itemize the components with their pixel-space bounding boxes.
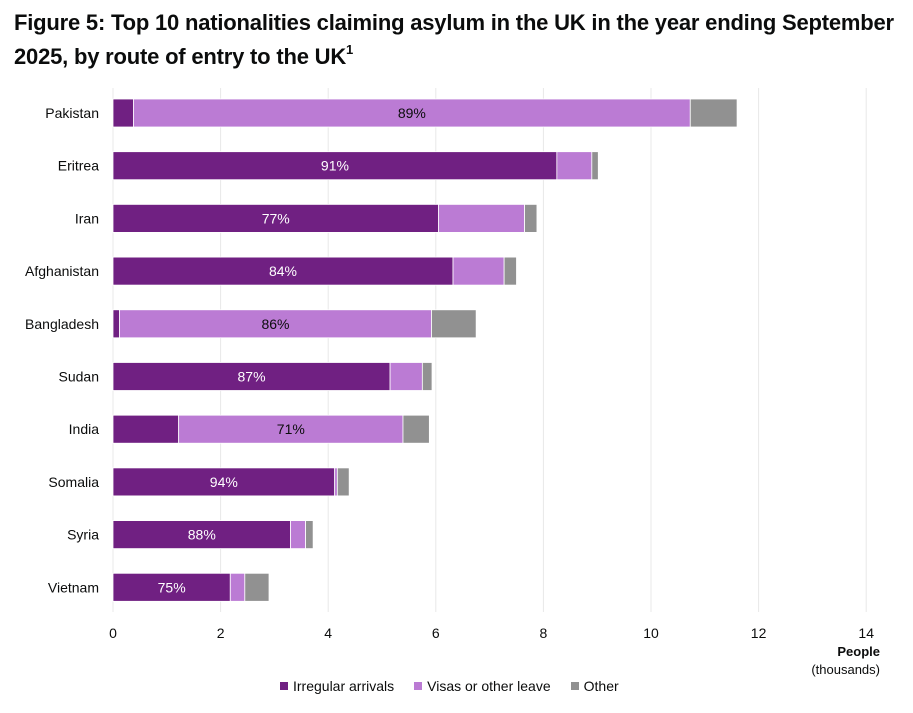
bar-segment-other-bangladesh [431, 309, 477, 339]
x-axis-label: People [837, 644, 880, 659]
bar-segment-visas-eritrea [556, 151, 593, 181]
bar-segment-other-iran [524, 203, 538, 233]
legend: Irregular arrivals Visas or other leave … [280, 678, 619, 694]
bar-segment-irregular-eritrea [112, 151, 558, 181]
title-footnote-marker: 1 [346, 42, 354, 57]
percent-label-afghanistan: 84% [269, 263, 297, 279]
x-axis-units: (thousands) [811, 662, 880, 677]
bar-segment-irregular-afghanistan [112, 256, 454, 286]
bar-segment-visas-syria [290, 520, 307, 549]
category-label: Somalia [48, 474, 99, 490]
category-label: Afghanistan [25, 263, 99, 279]
percent-label-eritrea: 91% [321, 158, 349, 174]
x-axis-ticks: 0 2 4 6 8 10 12 14 [109, 625, 874, 641]
legend-swatch-irregular [280, 682, 288, 690]
bar-segment-visas-sudan [389, 362, 423, 391]
bar-segment-visas-somalia [334, 467, 338, 497]
x-tick-label: 12 [751, 625, 767, 641]
x-tick-label: 14 [858, 625, 874, 641]
bar-segment-other-eritrea [591, 151, 599, 181]
x-tick-label: 6 [432, 625, 440, 641]
category-label: Syria [67, 527, 99, 543]
bar-segment-visas-afghanistan [452, 256, 505, 286]
bar-segment-irregular-vietnam [112, 572, 231, 602]
bar-segment-other-india [402, 414, 430, 444]
category-label: Sudan [59, 369, 99, 385]
bar-segment-visas-pakistan [133, 98, 691, 128]
bar-segment-other-pakistan [689, 98, 738, 128]
chart-title: Figure 5: Top 10 nationalities claiming … [14, 6, 904, 74]
bar-segment-other-sudan [421, 362, 433, 391]
category-label: Vietnam [48, 579, 99, 595]
legend-item-irregular: Irregular arrivals [280, 678, 394, 694]
bar-segment-irregular-india [112, 414, 180, 444]
legend-label-visas: Visas or other leave [427, 678, 551, 694]
bar-segment-irregular-pakistan [112, 98, 134, 128]
category-label: India [69, 421, 100, 437]
percent-label-india: 71% [277, 421, 305, 437]
bar-segment-irregular-bangladesh [112, 309, 120, 339]
x-tick-label: 10 [643, 625, 659, 641]
x-tick-label: 2 [217, 625, 225, 641]
legend-item-other: Other [570, 678, 619, 694]
percent-label-sudan: 87% [238, 369, 266, 385]
bar-segment-other-somalia [336, 467, 350, 497]
bar-segment-irregular-iran [112, 203, 439, 233]
x-tick-label: 0 [109, 625, 117, 641]
bar-segment-other-vietnam [244, 572, 270, 602]
percent-label-somalia: 94% [210, 474, 238, 490]
category-label: Bangladesh [25, 316, 99, 332]
percent-label-bangladesh: 86% [261, 316, 289, 332]
legend-label-irregular: Irregular arrivals [293, 678, 395, 694]
legend-item-visas: Visas or other leave [414, 678, 551, 694]
category-label: Iran [75, 210, 99, 226]
legend-swatch-visas [414, 682, 423, 690]
percent-label-vietnam: 75% [158, 579, 186, 595]
bar-segment-other-syria [305, 520, 314, 549]
bar-segment-irregular-sudan [112, 362, 391, 391]
bar-segment-visas-iran [438, 203, 525, 233]
legend-label-other: Other [583, 678, 619, 694]
category-labels: Pakistan Eritrea Iran Afghanistan Bangladesh… [25, 105, 99, 595]
percent-label-pakistan: 89% [398, 105, 426, 121]
percent-label-syria: 88% [188, 527, 216, 543]
category-label: Eritrea [58, 158, 99, 174]
percent-label-iran: 77% [262, 210, 290, 226]
bar-segment-visas-india [178, 414, 404, 444]
bar-segment-irregular-somalia [112, 467, 336, 497]
x-tick-label: 8 [540, 625, 548, 641]
x-tick-label: 4 [324, 625, 332, 641]
chart-title-text: Figure 5: Top 10 nationalities claiming … [14, 10, 894, 69]
bar-segment-irregular-syria [112, 520, 291, 549]
bar-segment-other-afghanistan [503, 256, 517, 286]
bar-segment-visas-vietnam [229, 572, 246, 602]
bar-series: 89% 91% 77% 84% 86% 87% 71% 94% 88% 75% [112, 98, 738, 602]
legend-swatch-other [570, 682, 579, 690]
bar-segment-visas-bangladesh [119, 309, 432, 339]
category-label: Pakistan [45, 105, 99, 121]
